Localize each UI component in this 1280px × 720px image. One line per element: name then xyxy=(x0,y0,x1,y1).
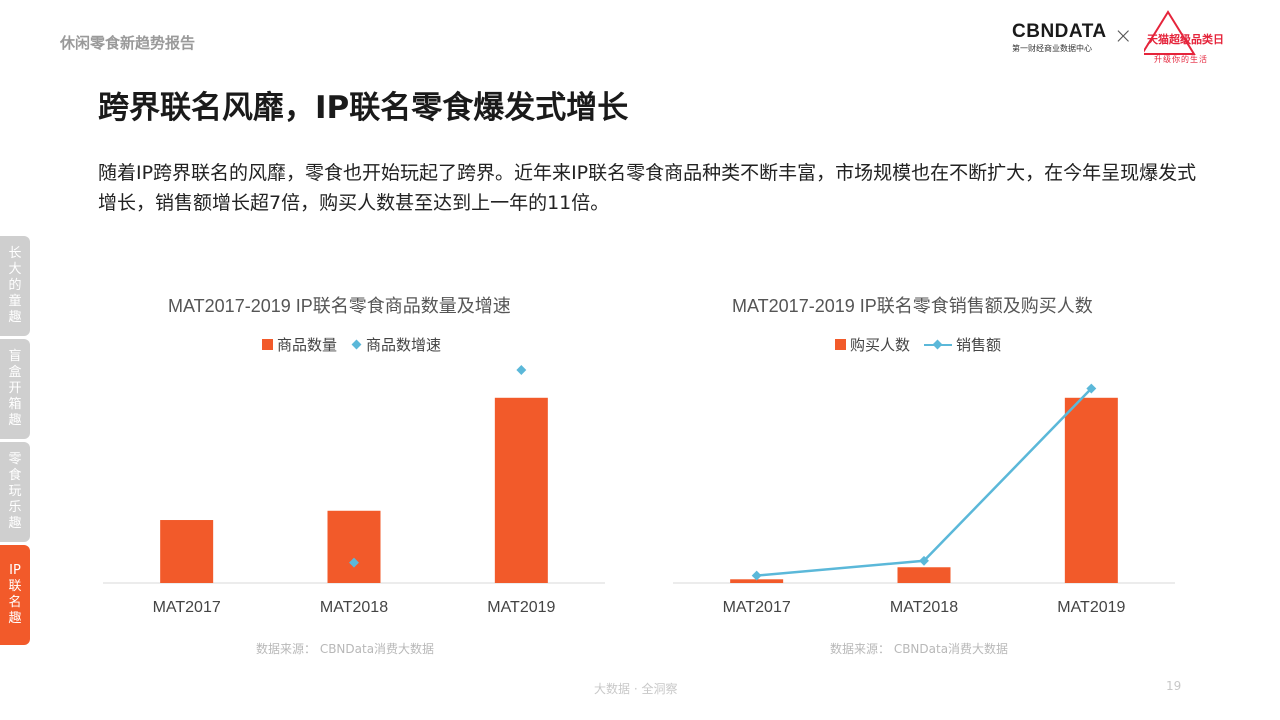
chart1-legend: 商品数量 商品数增速 xyxy=(262,334,441,355)
chart1-bar-MAT2019 xyxy=(494,397,548,583)
chart2-plot: MAT2017 MAT2018 MAT2019 xyxy=(673,383,1175,616)
chart1-bar-MAT2018 xyxy=(327,510,381,583)
chart1-tick-label-MAT2017: MAT2017 xyxy=(153,599,221,616)
chart1-legend-bar-label: 商品数量 xyxy=(277,336,338,354)
chart2-tick-label-MAT2017: MAT2017 xyxy=(723,599,791,616)
chart2-line-point-MAT2017 xyxy=(751,570,762,581)
tmall-logo-text: 天猫超级品类日 xyxy=(1147,33,1224,46)
legend-line-swatch xyxy=(924,339,953,350)
page-title: 跨界联名风靡，IP联名零食爆发式增长 xyxy=(98,90,629,126)
chart2-line-point-MAT2018 xyxy=(919,555,929,566)
page-number: 19 xyxy=(1166,679,1182,693)
legend-diamond-swatch xyxy=(351,339,362,350)
side-nav: 长大的童趣 盲盒开箱趣 零食玩乐趣 IP联名趣 xyxy=(0,236,30,648)
chart2-title: MAT2017-2019 IP联名零食销售额及购买人数 xyxy=(732,296,1093,316)
chart2-legend: 购买人数 销售额 xyxy=(835,334,1001,355)
page-description: 随着IP跨界联名的风靡，零食也开始玩起了跨界。近年来IP联名零食商品种类不断丰富… xyxy=(98,162,1197,214)
cbndata-logo-text: CBNDATA xyxy=(1012,21,1107,42)
report-name: 休闲零食新趋势报告 xyxy=(60,34,196,52)
chart2-legend-line-label: 销售额 xyxy=(956,336,1002,354)
chart1-tick-label-MAT2018: MAT2018 xyxy=(320,599,388,616)
side-tab-childhood[interactable]: 长大的童趣 xyxy=(0,236,30,336)
legend-bar-swatch xyxy=(835,339,846,350)
cbndata-logo: CBNDATA 第一财经商业数据中心 xyxy=(1012,22,1108,54)
chart1-tick-label-MAT2019: MAT2019 xyxy=(487,599,555,616)
triangle-logo-icon xyxy=(1144,10,1196,55)
tmall-logo-subtext: 升级你的生活 xyxy=(1154,55,1208,64)
cbndata-logo-subtext: 第一财经商业数据中心 xyxy=(1012,44,1092,53)
chart2-bar-MAT2019 xyxy=(1064,397,1118,583)
chart1-plot: MAT2017 MAT2018 MAT2019 xyxy=(103,365,605,616)
tmall-super-category-logo: 天猫超级品类日 升级你的生活 xyxy=(1144,10,1224,68)
chart2-line-series xyxy=(756,387,1093,577)
side-tab-ip-collab[interactable]: IP联名趣 xyxy=(0,545,30,645)
chart2-legend-bar-label: 购买人数 xyxy=(850,336,911,354)
side-tab-snack-play[interactable]: 零食玩乐趣 xyxy=(0,442,30,542)
footer-tagline: 大数据 · 全洞察 xyxy=(594,682,678,696)
chart2-tick-label-MAT2019: MAT2019 xyxy=(1057,599,1125,616)
times-icon: × xyxy=(1114,24,1133,49)
chart2-source: 数据来源： CBNData消费大数据 xyxy=(830,642,1009,656)
chart1-bar-MAT2017 xyxy=(160,520,214,583)
chart2-tick-label-MAT2018: MAT2018 xyxy=(890,599,958,616)
chart1-legend-marker-label: 商品数增速 xyxy=(366,336,442,354)
chart1-source: 数据来源： CBNData消费大数据 xyxy=(256,642,435,656)
chart1-marker-MAT2019 xyxy=(516,365,527,375)
side-tab-blind-box[interactable]: 盲盒开箱趣 xyxy=(0,339,30,439)
chart1-title: MAT2017-2019 IP联名零食商品数量及增速 xyxy=(168,296,511,316)
legend-bar-swatch xyxy=(262,339,273,350)
chart2-bar-MAT2018 xyxy=(897,567,951,583)
chart2-bar-MAT2017 xyxy=(730,579,784,583)
